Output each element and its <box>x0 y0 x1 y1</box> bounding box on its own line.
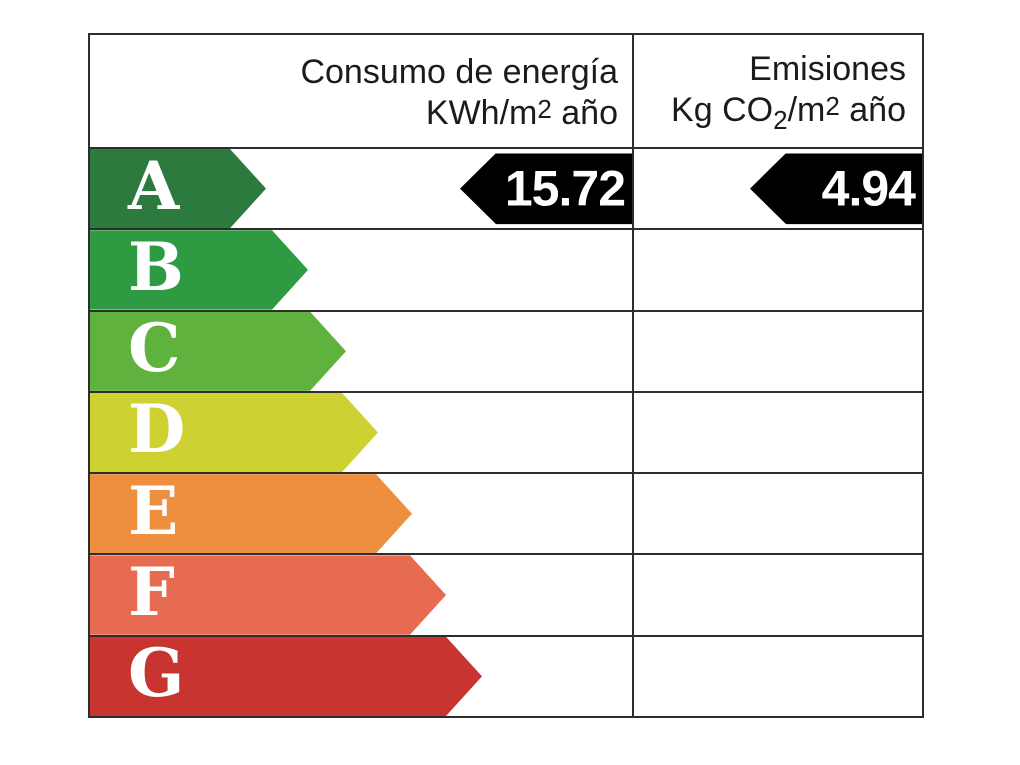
rating-row-a: A 15.72 4.94 <box>90 147 922 229</box>
rating-letter-g: G <box>128 634 185 713</box>
rating-row-d-emissions-cell <box>632 392 922 473</box>
rating-row-c: C <box>90 309 922 391</box>
rating-row-f-emissions-cell <box>632 555 922 635</box>
rating-letter-c: C <box>128 309 181 388</box>
emissions-value: 4.94 <box>821 160 916 217</box>
rating-letter-b: B <box>128 227 184 306</box>
rating-row-e: E <box>90 472 922 554</box>
energy-label-table: Consumo de energía KWh/m2 año Emisiones … <box>88 33 924 718</box>
rating-letter-e: E <box>128 471 179 550</box>
rating-letter-d: D <box>128 390 186 469</box>
header-consumption: Consumo de energía KWh/m2 año <box>90 35 632 147</box>
rating-letter-f: F <box>128 553 175 632</box>
rating-bar-g: G <box>90 637 482 716</box>
consumption-value: 15.72 <box>504 160 626 217</box>
rating-row-b-consumption-cell: B <box>90 230 632 309</box>
rating-row-b: B <box>90 228 922 310</box>
header-emissions-line1: Emisiones <box>749 49 906 88</box>
rating-row-d-consumption-cell: D <box>90 393 632 472</box>
rating-bar-b: B <box>90 230 308 309</box>
emissions-value-arrow: 4.94 <box>750 153 922 225</box>
rating-bar-e: E <box>90 474 412 553</box>
rating-row-d: D <box>90 390 922 473</box>
rating-row-g-emissions-cell <box>632 636 922 716</box>
rating-row-f: F <box>90 553 922 635</box>
rating-row-f-consumption-cell: F <box>90 555 632 634</box>
subscript-2: 2 <box>773 105 788 136</box>
rating-bar-a: A <box>90 149 266 228</box>
header-consumption-unit: KWh/m2 año <box>425 94 618 132</box>
consumption-value-arrow: 15.72 <box>460 153 632 225</box>
rating-row-g: G <box>90 634 922 716</box>
rating-row-e-consumption-cell: E <box>90 474 632 553</box>
rating-row-g-consumption-cell: G <box>90 637 632 716</box>
rating-letter-a: A <box>128 146 180 225</box>
superscript-2: 2 <box>825 91 840 122</box>
rating-row-c-emissions-cell <box>632 311 922 391</box>
header-emissions-unit: Kg CO2/m2 año <box>671 91 906 136</box>
rating-bar-c: C <box>90 312 346 391</box>
rating-row-a-consumption-cell: A 15.72 <box>90 149 632 228</box>
rating-row-c-consumption-cell: C <box>90 312 632 391</box>
header-consumption-line1: Consumo de energía <box>300 52 618 91</box>
superscript-2: 2 <box>537 94 552 124</box>
rating-row-b-emissions-cell <box>632 230 922 310</box>
rating-row-a-emissions-cell: 4.94 <box>632 149 922 229</box>
header-emissions: Emisiones Kg CO2/m2 año <box>632 35 922 147</box>
rating-bar-f: F <box>90 555 446 634</box>
rating-bar-d: D <box>90 393 378 472</box>
header-row: Consumo de energía KWh/m2 año Emisiones … <box>90 35 922 147</box>
rating-row-e-emissions-cell <box>632 474 922 554</box>
